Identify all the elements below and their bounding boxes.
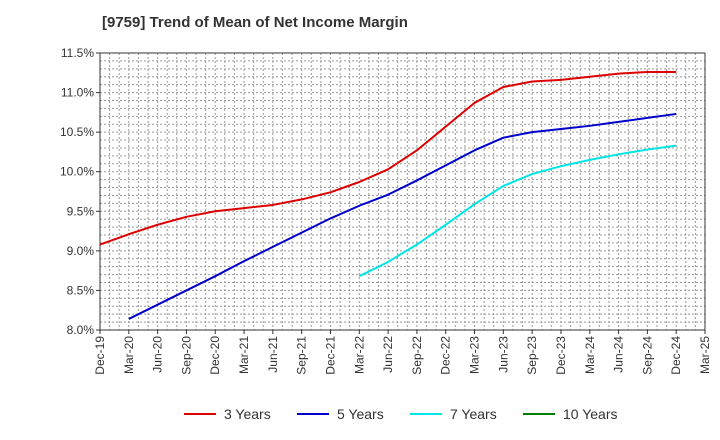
legend-label-7-years: 7 Years [450, 406, 497, 422]
x-tick-label: Mar-21 [237, 336, 251, 374]
x-tick-label: Jun-21 [266, 336, 280, 373]
x-tick-label: Jun-22 [381, 336, 395, 373]
y-tick-label: 11.0% [61, 86, 94, 100]
x-tick-label: Dec-24 [669, 336, 683, 375]
legend-label-3-years: 3 Years [224, 406, 271, 422]
x-tick-label: Dec-23 [554, 336, 568, 375]
legend-label-10-years: 10 Years [563, 406, 618, 422]
x-tick-label: Dec-20 [208, 336, 222, 375]
x-tick-label: Dec-19 [93, 336, 107, 375]
y-tick-label: 8.5% [67, 283, 95, 297]
x-tick-label: Dec-22 [439, 336, 453, 375]
y-tick-label: 10.5% [60, 125, 94, 139]
legend-label-5-years: 5 Years [337, 406, 384, 422]
y-tick-label: 9.0% [67, 244, 95, 258]
y-tick-label: 11.5% [61, 46, 94, 60]
chart-title: [9759] Trend of Mean of Net Income Margi… [102, 14, 408, 31]
y-tick-label: 9.5% [67, 204, 95, 218]
x-tick-label: Mar-25 [698, 336, 712, 374]
x-tick-label: Jun-23 [496, 336, 510, 373]
x-tick-label: Mar-23 [468, 336, 482, 374]
series-line-5-years [128, 112, 677, 320]
x-tick-label: Mar-24 [583, 336, 597, 374]
x-tick-label: Mar-20 [122, 336, 136, 374]
series-line-7-years [358, 144, 677, 278]
x-tick-label: Sep-21 [295, 336, 309, 375]
x-tick-label: Jun-24 [612, 336, 626, 373]
series-line-3-years [99, 70, 677, 246]
y-tick-label: 8.0% [67, 323, 95, 337]
x-tick-label: Sep-24 [640, 336, 654, 375]
x-tick-label: Dec-21 [323, 336, 337, 375]
x-tick-label: Mar-22 [352, 336, 366, 374]
x-tick-label: Sep-22 [410, 336, 424, 375]
x-tick-label: Sep-20 [179, 336, 193, 375]
y-tick-label: 10.0% [60, 165, 94, 179]
x-tick-label: Sep-23 [525, 336, 539, 375]
x-tick-label: Jun-20 [151, 336, 165, 373]
